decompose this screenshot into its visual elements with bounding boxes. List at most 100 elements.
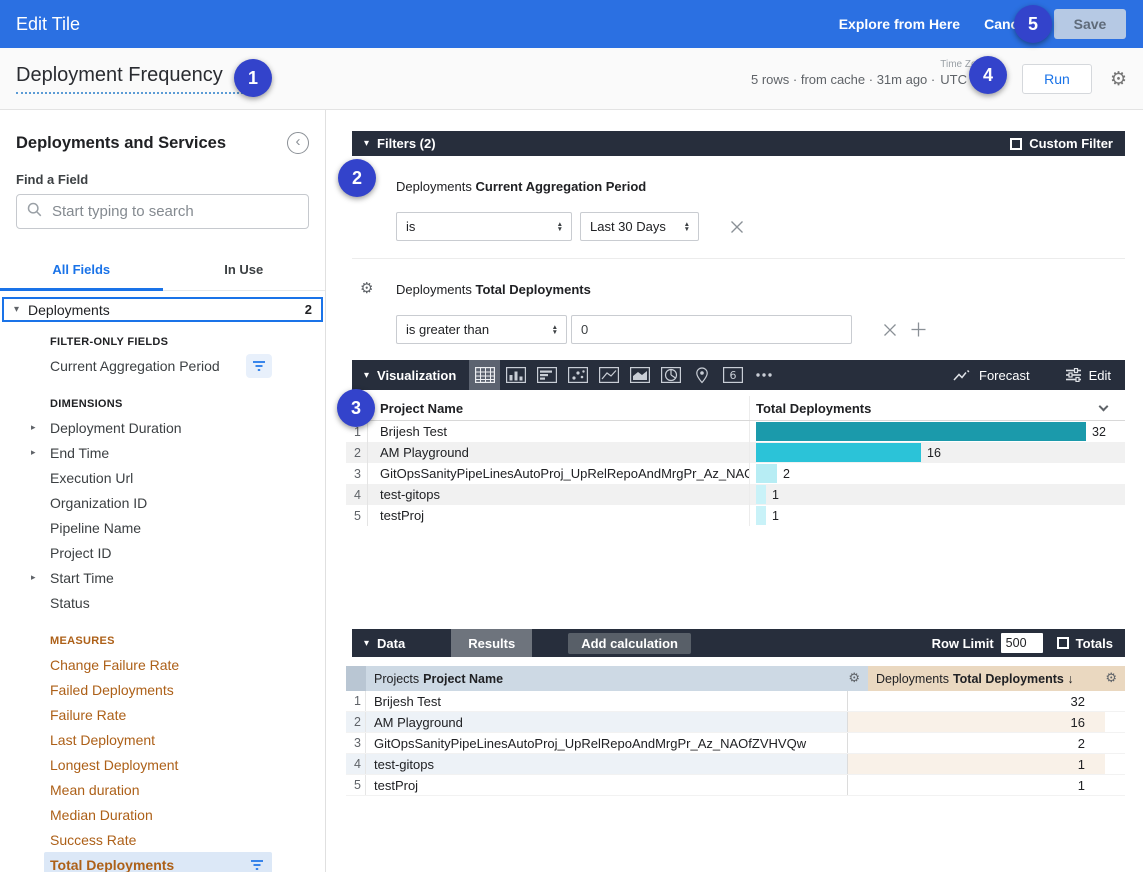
value-bar[interactable] [756, 443, 921, 462]
viz-table-row[interactable]: 3 GitOpsSanityPipeLinesAutoProj_UpRelRepo… [346, 463, 1125, 484]
timezone-value[interactable]: UTC [940, 72, 967, 87]
total-deployments-cell[interactable]: 16 [848, 712, 1105, 732]
column-header-projects-project-name[interactable]: Projects Project Name ⚙ [366, 666, 868, 691]
single-value-icon[interactable]: 6 [717, 360, 748, 390]
deployments-group-row[interactable]: ▾ Deployments 2 [2, 297, 323, 322]
sidebar-field-success-rate[interactable]: Success Rate [50, 831, 137, 848]
sidebar-field-organization-id[interactable]: Organization ID [50, 494, 148, 511]
filter-by-field-icon[interactable] [246, 353, 272, 378]
area-chart-icon[interactable] [624, 360, 655, 390]
sidebar-field-change-failure-rate[interactable]: Change Failure Rate [50, 656, 180, 673]
field-search-box[interactable] [16, 194, 309, 229]
filter-operator-select[interactable]: is greater than ▲ ▼ [396, 315, 567, 344]
tab-in-use[interactable]: In Use [224, 262, 264, 277]
column-chart-icon[interactable] [500, 360, 531, 390]
more-icon[interactable] [748, 360, 779, 390]
project-name-cell[interactable]: GitOpsSanityPipeLinesAutoProj_UpRelRepoA… [366, 733, 848, 753]
project-name-cell[interactable]: test-gitops [368, 484, 750, 505]
save-button[interactable]: Save [1054, 9, 1126, 39]
line-chart-icon[interactable] [593, 360, 624, 390]
data-table-row[interactable]: 4 test-gitops 1 [346, 754, 1125, 775]
data-table-row[interactable]: 2 AM Playground 16 [346, 712, 1125, 733]
filters-section-bar[interactable]: ▾ Filters (2) Custom Filter [352, 131, 1125, 156]
pie-chart-icon[interactable] [655, 360, 686, 390]
sidebar-field-longest-deployment[interactable]: Longest Deployment [50, 756, 179, 773]
sidebar-field-execution-url[interactable]: Execution Url [50, 469, 134, 486]
custom-filter-checkbox[interactable] [1010, 137, 1023, 150]
project-name-cell[interactable]: Brijesh Test [366, 691, 848, 711]
filter-by-field-icon[interactable] [244, 853, 270, 872]
remove-filter-icon[interactable] [729, 219, 745, 235]
add-filter-icon[interactable] [910, 321, 927, 338]
sidebar-field-status[interactable]: Status [50, 594, 90, 611]
project-name-cell[interactable]: test-gitops [366, 754, 848, 774]
forecast-button[interactable]: Forecast [953, 368, 1030, 383]
project-name-cell[interactable]: testProj [366, 775, 848, 795]
project-name-cell[interactable]: testProj [368, 505, 750, 526]
viz-table-row[interactable]: 5 testProj 1 [346, 505, 1125, 526]
filter-operator-select[interactable]: is ▲ ▼ [396, 212, 572, 241]
total-deployments-cell[interactable]: 1 [1077, 777, 1085, 793]
column-header-deployments-total-deployments[interactable]: Deployments Total Deployments ↓ ⚙ [868, 666, 1125, 691]
explore-from-here-link[interactable]: Explore from Here [838, 16, 961, 32]
viz-table-row[interactable]: 2 AM Playground 16 [346, 442, 1125, 463]
map-pin-icon[interactable] [686, 360, 717, 390]
viz-table-row[interactable]: 4 test-gitops 1 [346, 484, 1125, 505]
project-name-cell[interactable]: Brijesh Test [368, 421, 750, 442]
sidebar-field-median-duration[interactable]: Median Duration [50, 806, 153, 823]
row-limit-input[interactable] [1000, 633, 1043, 653]
bar-chart-icon[interactable] [531, 360, 562, 390]
viz-table-row[interactable]: 1 Brijesh Test 32 [346, 421, 1125, 442]
scatter-icon[interactable] [562, 360, 593, 390]
project-name-cell[interactable]: AM Playground [368, 442, 750, 463]
data-section-bar[interactable]: ▾ Data Results Add calculation Row Limit… [352, 629, 1125, 657]
edit-visualization-button[interactable]: Edit [1065, 368, 1111, 383]
column-header-project-name[interactable]: Project Name [368, 396, 750, 420]
search-input[interactable] [52, 203, 298, 220]
remove-filter-icon[interactable] [882, 322, 898, 338]
project-name-cell[interactable]: GitOpsSanityPipeLinesAutoProj_UpRelRepoA… [368, 463, 750, 484]
filter-value-input[interactable] [571, 315, 852, 344]
data-table-row[interactable]: 1 Brijesh Test 32 [346, 691, 1125, 712]
totals-checkbox[interactable] [1056, 637, 1069, 649]
chevron-down-icon[interactable] [1098, 401, 1109, 411]
settings-gear-icon[interactable]: ⚙ [1109, 67, 1127, 90]
filter-gear-icon[interactable]: ⚙ [360, 279, 374, 297]
collapse-sidebar-icon[interactable]: ‹ [287, 132, 309, 154]
sidebar-field-current-aggregation-period[interactable]: Current Aggregation Period [0, 353, 325, 378]
project-name-cell[interactable]: AM Playground [366, 712, 848, 732]
column-gear-icon[interactable]: ⚙ [1105, 671, 1117, 686]
table-icon[interactable] [469, 360, 501, 390]
tile-title[interactable]: Deployment Frequency [16, 64, 243, 94]
caret-right-icon[interactable]: ▸ [31, 447, 36, 457]
total-deployments-cell[interactable]: 32 [1070, 693, 1085, 709]
sidebar-field-start-time[interactable]: ▸ Start Time [31, 569, 114, 586]
total-deployments-cell[interactable]: 2 [1077, 735, 1085, 751]
sidebar-field-project-id[interactable]: Project ID [50, 544, 112, 561]
sidebar-field-mean-duration[interactable]: Mean duration [50, 781, 140, 798]
value-bar[interactable] [756, 506, 766, 525]
run-button[interactable]: Run [1021, 64, 1092, 94]
value-bar[interactable] [756, 464, 777, 483]
data-table-row[interactable]: 5 testProj 1 [346, 775, 1125, 796]
sidebar-field-deployment-duration[interactable]: ▸ Deployment Duration [31, 419, 182, 436]
caret-right-icon[interactable]: ▸ [31, 572, 36, 582]
column-gear-icon[interactable]: ⚙ [848, 671, 860, 686]
visualization-section-bar[interactable]: ▾ Visualization 6 Forecast Edit [352, 360, 1125, 390]
filter-value-select[interactable]: Last 30 Days ▲ ▼ [580, 212, 699, 241]
results-tab[interactable]: Results [451, 629, 533, 657]
value-bar[interactable] [756, 485, 766, 504]
column-header-total-deployments[interactable]: Total Deployments [756, 400, 872, 416]
sidebar-field-failed-deployments[interactable]: Failed Deployments [50, 681, 174, 698]
sidebar-field-total-deployments[interactable]: Total Deployments [44, 852, 272, 872]
total-deployments-cell[interactable]: 1 [848, 754, 1105, 774]
caret-right-icon[interactable]: ▸ [31, 422, 36, 432]
sidebar-field-failure-rate[interactable]: Failure Rate [50, 706, 127, 723]
sidebar-field-last-deployment[interactable]: Last Deployment [50, 731, 156, 748]
sidebar-field-end-time[interactable]: ▸ End Time [31, 444, 110, 461]
tab-all-fields[interactable]: All Fields [0, 252, 163, 291]
value-bar[interactable] [756, 422, 1086, 441]
data-table-row[interactable]: 3 GitOpsSanityPipeLinesAutoProj_UpRelRepo… [346, 733, 1125, 754]
sidebar-field-pipeline-name[interactable]: Pipeline Name [50, 519, 142, 536]
add-calculation-button[interactable]: Add calculation [568, 632, 691, 654]
